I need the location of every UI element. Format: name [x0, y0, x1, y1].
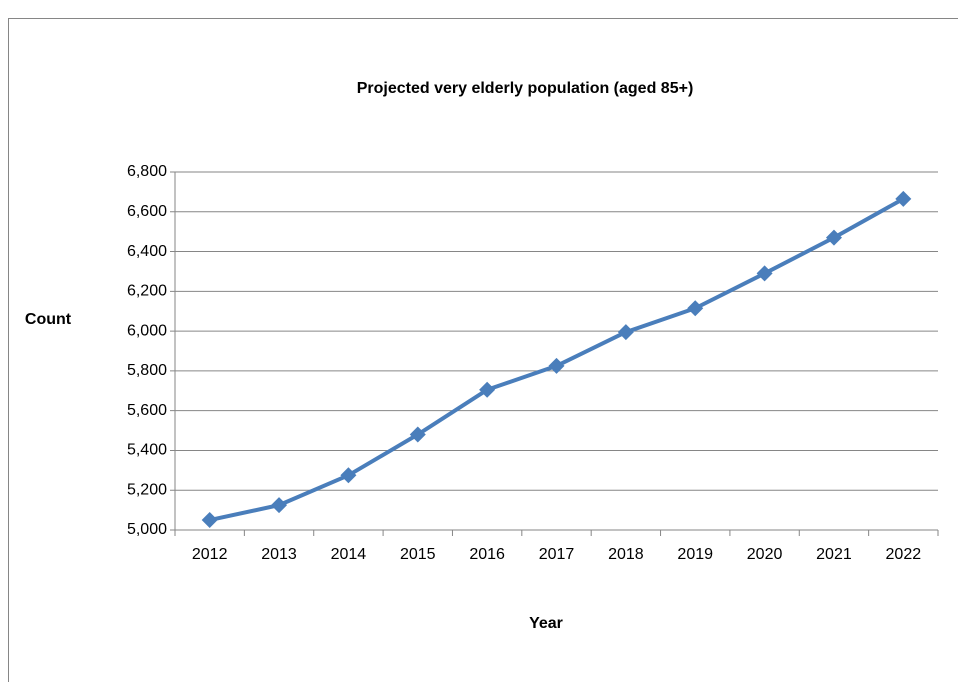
x-tick-label: 2018	[608, 546, 644, 563]
x-tick-label: 2019	[677, 546, 713, 563]
x-tick-label: 2016	[469, 546, 505, 563]
y-tick-label: 6,600	[127, 203, 167, 220]
marker	[340, 467, 357, 484]
marker	[895, 190, 912, 207]
y-tick-label: 5,000	[127, 521, 167, 538]
x-tick-label: 2022	[886, 546, 922, 563]
y-tick-label: 6,000	[127, 322, 167, 339]
x-tick-label: 2014	[331, 546, 367, 563]
y-tick-label: 6,400	[127, 243, 167, 260]
x-axis-label: Year	[529, 615, 563, 632]
y-axis-label: Count	[25, 311, 72, 328]
y-tick-label: 5,400	[127, 442, 167, 459]
x-tick-label: 2012	[192, 546, 228, 563]
marker	[271, 497, 288, 514]
y-tick-label: 6,800	[127, 163, 167, 180]
marker	[617, 324, 634, 341]
marker	[409, 426, 426, 443]
marker	[548, 357, 565, 374]
marker	[687, 300, 704, 317]
x-tick-label: 2013	[261, 546, 297, 563]
x-tick-label: 2017	[539, 546, 575, 563]
marker	[479, 381, 496, 398]
marker	[201, 512, 218, 529]
y-tick-label: 5,600	[127, 402, 167, 419]
x-tick-label: 2020	[747, 546, 783, 563]
y-tick-label: 6,200	[127, 283, 167, 300]
y-tick-label: 5,800	[127, 362, 167, 379]
chart-border	[8, 18, 958, 682]
x-tick-label: 2021	[816, 546, 852, 563]
x-tick-label: 2015	[400, 546, 436, 563]
marker	[756, 265, 773, 282]
chart-title: Projected very elderly population (aged …	[357, 80, 694, 97]
y-tick-label: 5,200	[127, 481, 167, 498]
marker	[825, 229, 842, 246]
